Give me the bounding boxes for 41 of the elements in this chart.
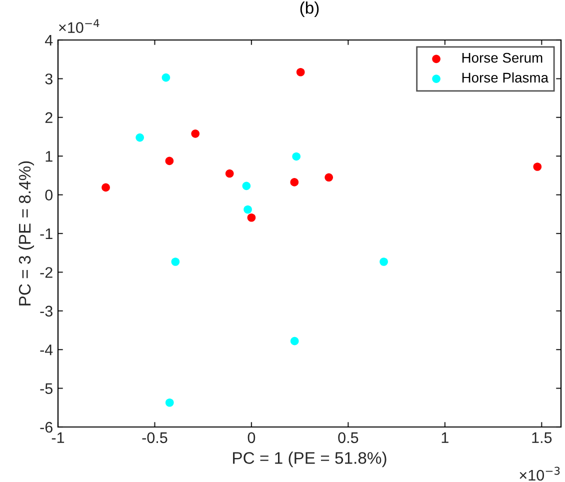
point [162,73,170,82]
point [136,133,144,142]
text: ×10$^{−3}$ [520,466,560,481]
y-tick-label: 1 [46,151,52,162]
legend-label: Horse Plasma [462,72,549,83]
y-tick-label: -2 [40,267,52,278]
y-tick-label: 3 [45,74,52,84]
point [324,173,334,182]
y-tick-label: 2 [45,112,52,123]
point [191,129,200,138]
y-tick-label: -3 [40,306,52,317]
point [102,183,110,192]
x-tick-label: 1 [442,432,448,443]
chart-title: (b) [300,2,319,18]
point [292,152,301,161]
legend-label: Horse Serum [462,52,542,63]
point [244,205,252,214]
text: ×10$^{−4}$ [59,19,100,34]
point [290,178,299,186]
y-tick-label: -1 [40,228,52,240]
x-tick-label: -0.5 [142,432,168,444]
y-tick-label: -4 [40,344,53,356]
point [171,258,180,266]
y-tick-label: -6 [40,422,52,433]
point [380,258,388,266]
point [242,182,251,190]
point [290,336,299,346]
x-axis-title: PC = 1 (PE = 51.8%) [233,452,386,468]
y-tick-label: -5 [40,383,52,394]
y-tick-label: 4 [44,35,53,46]
x-tick-label: 1.5 [532,432,552,444]
point [533,162,542,171]
x-tick-label: 0.5 [338,432,358,444]
point [165,156,174,166]
point [296,68,305,76]
point [225,169,234,178]
y-tick-label: 0 [45,190,53,200]
x-tick-label: 0 [248,432,256,444]
y-axis-title: PC = 3 (PE = 8.4%) [18,161,34,306]
point [165,398,174,407]
point [247,213,256,222]
